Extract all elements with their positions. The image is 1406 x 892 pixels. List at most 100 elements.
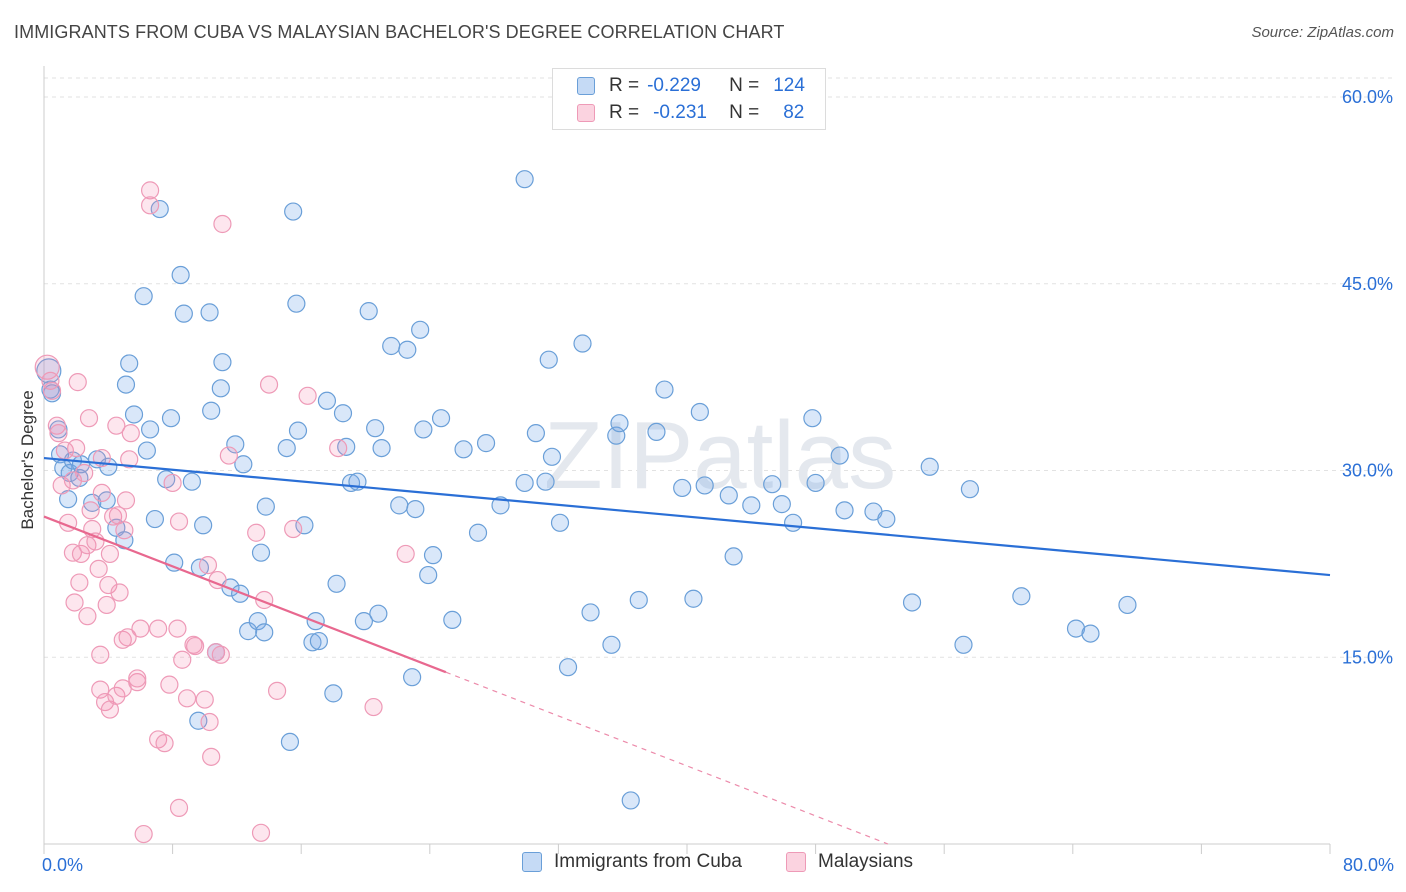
data-point: [419, 565, 438, 585]
bottom-legend-label-malaysians: Malaysians: [818, 851, 914, 872]
data-point: [124, 405, 144, 424]
data-point: [89, 559, 108, 578]
data-point: [287, 294, 306, 313]
data-point: [91, 645, 110, 664]
data-point: [526, 424, 545, 443]
data-point: [68, 373, 87, 392]
data-point: [288, 421, 308, 440]
data-point: [324, 684, 343, 703]
data-point: [476, 434, 496, 453]
bottom-legend-swatch-malaysians: [786, 852, 806, 872]
data-point: [145, 509, 165, 529]
data-point: [364, 697, 383, 717]
data-point: [134, 287, 153, 306]
watermark: ZIPatlas: [544, 402, 896, 509]
data-point: [79, 409, 99, 428]
chart-title: IMMIGRANTS FROM CUBA VS MALAYSIAN BACHEL…: [14, 22, 785, 42]
data-point: [655, 380, 674, 399]
data-point: [259, 375, 279, 394]
data-point: [398, 340, 417, 359]
legend-r-value: -0.231: [653, 102, 707, 123]
data-point: [423, 546, 443, 565]
data-point: [67, 438, 86, 458]
data-point: [137, 441, 156, 460]
data-point: [65, 593, 84, 612]
series-cuba-points: [36, 170, 1137, 810]
data-point: [211, 645, 230, 664]
trend-line-malaysians-extension: [445, 671, 889, 845]
data-point: [369, 604, 388, 623]
data-point: [573, 334, 592, 353]
data-point: [251, 543, 271, 562]
data-point: [113, 630, 132, 649]
data-point: [110, 583, 129, 602]
data-point: [830, 446, 849, 465]
data-point: [163, 473, 182, 493]
data-point: [251, 823, 271, 842]
data-point: [186, 636, 205, 656]
data-point: [52, 476, 71, 495]
data-point: [160, 675, 179, 694]
data-point: [140, 420, 160, 439]
legend-swatch-malaysians: [577, 104, 595, 122]
data-point: [491, 496, 510, 515]
data-point: [195, 690, 214, 709]
data-point: [155, 734, 174, 753]
data-point: [431, 409, 451, 428]
data-point: [539, 350, 558, 369]
data-point: [1012, 587, 1031, 606]
data-point: [118, 628, 137, 647]
data-point: [647, 422, 666, 442]
data-point: [333, 404, 353, 423]
data-point: [284, 202, 303, 221]
data-point: [317, 391, 337, 410]
trend-line-malaysians: [43, 515, 447, 674]
data-point: [267, 681, 287, 700]
data-point: [174, 304, 193, 323]
data-point: [329, 438, 348, 458]
y-tick-label: 60.0%: [1342, 87, 1393, 107]
data-point: [116, 375, 136, 394]
data-point: [121, 424, 140, 443]
data-point: [366, 419, 385, 438]
data-point: [75, 463, 94, 483]
data-point: [255, 623, 274, 642]
data-point: [920, 457, 939, 476]
data-point: [1081, 624, 1100, 643]
data-point: [248, 612, 267, 631]
data-point: [140, 196, 160, 215]
data-point: [198, 556, 218, 575]
data-point: [280, 732, 300, 752]
data-point: [219, 446, 238, 465]
y-axis-label: Bachelor's Degree: [18, 390, 37, 530]
data-point: [149, 619, 168, 638]
data-point: [724, 547, 743, 566]
data-point: [284, 519, 303, 539]
data-point: [173, 650, 192, 669]
data-point: [411, 320, 430, 339]
data-point: [454, 440, 473, 459]
data-point: [116, 491, 136, 510]
data-point: [902, 593, 922, 612]
data-point: [695, 476, 714, 495]
data-point: [202, 747, 221, 766]
data-point: [134, 824, 153, 844]
data-point: [200, 712, 219, 732]
data-point: [954, 635, 973, 654]
y-tick-label: 15.0%: [1342, 647, 1393, 667]
gridlines: [44, 77, 1392, 658]
data-point: [515, 170, 534, 189]
data-point: [182, 472, 201, 491]
data-point: [390, 496, 409, 515]
data-point: [97, 595, 116, 615]
data-point: [131, 619, 150, 638]
data-point: [684, 589, 703, 608]
data-point: [78, 607, 97, 626]
tick-labels: 0.0% 80.0% 60.0% 45.0% 30.0% 15.0%: [42, 87, 1394, 875]
data-point: [42, 381, 62, 400]
data-point: [206, 643, 226, 662]
data-point: [536, 472, 555, 491]
legend-swatch-cuba: [577, 77, 595, 95]
data-point: [763, 475, 782, 494]
